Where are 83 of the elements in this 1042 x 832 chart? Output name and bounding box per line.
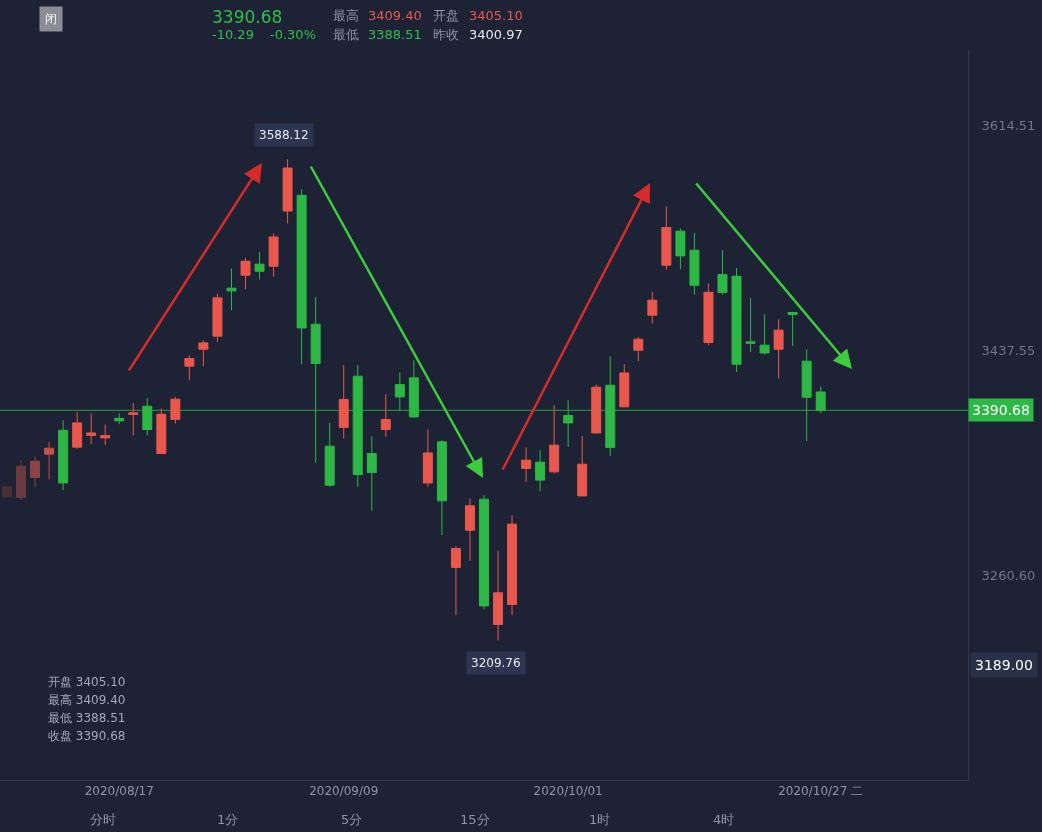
candlestick bbox=[591, 383, 602, 434]
text: 最高 bbox=[333, 8, 359, 23]
text: 15分 bbox=[460, 812, 490, 827]
text: 1时 bbox=[589, 812, 611, 827]
candlestick bbox=[212, 293, 223, 343]
annotation: 3209.76 bbox=[471, 656, 521, 670]
candlestick bbox=[661, 205, 672, 271]
annotation: 收盘 3390.68 bbox=[48, 729, 126, 743]
text: 分时 bbox=[90, 812, 116, 827]
candlestick bbox=[633, 336, 644, 362]
candlestick bbox=[717, 249, 728, 296]
x-tick-label: 2020/10/27 二 bbox=[778, 784, 864, 799]
candlestick bbox=[254, 251, 265, 281]
candlestick bbox=[619, 363, 630, 408]
text: -10.29 bbox=[212, 27, 254, 42]
candlestick bbox=[507, 514, 518, 616]
candlestick bbox=[759, 313, 770, 355]
candlestick bbox=[86, 412, 97, 445]
text: 最低 bbox=[333, 27, 359, 42]
candlestick bbox=[689, 232, 700, 296]
annotation: 3588.12 bbox=[259, 128, 309, 142]
candlestick bbox=[703, 283, 714, 346]
candlestick bbox=[521, 446, 532, 483]
text: 闭 bbox=[45, 12, 57, 26]
candlestick bbox=[493, 550, 504, 641]
text: 3409.40 bbox=[368, 8, 422, 23]
text: 4时 bbox=[713, 812, 735, 827]
candlestick bbox=[479, 494, 489, 610]
annotation: 最低 3388.51 bbox=[48, 711, 126, 725]
candlestick bbox=[16, 459, 27, 501]
y-tick-label: 3260.60 bbox=[981, 568, 1036, 584]
text: 3390.68 bbox=[212, 7, 283, 27]
candlestick bbox=[324, 422, 335, 488]
candlestick bbox=[184, 354, 195, 381]
candlestick bbox=[226, 267, 237, 311]
candlestick bbox=[380, 393, 391, 438]
candlestick bbox=[240, 257, 251, 290]
candlestick bbox=[647, 291, 658, 325]
text: 3405.10 bbox=[469, 8, 523, 23]
candlestick bbox=[128, 402, 139, 436]
text: 3400.97 bbox=[469, 27, 523, 42]
candlestick bbox=[787, 311, 798, 347]
x-tick-label: 2020/08/17 bbox=[84, 784, 154, 799]
candlestick bbox=[114, 412, 125, 425]
x-tick-label: 2020/09/09 bbox=[309, 784, 379, 799]
candlestick bbox=[338, 364, 349, 439]
candlestick bbox=[745, 297, 756, 353]
candlestick bbox=[366, 435, 377, 512]
candlestick bbox=[464, 497, 475, 562]
text: 1分 bbox=[217, 812, 239, 827]
candlestick bbox=[156, 408, 167, 455]
annotation: 开盘 3405.10 bbox=[48, 675, 126, 689]
candlestick bbox=[282, 158, 293, 225]
candlestick bbox=[58, 419, 69, 491]
candlestick bbox=[535, 449, 546, 492]
candlestick bbox=[773, 318, 784, 379]
candlestick bbox=[436, 439, 447, 536]
candlestick bbox=[450, 545, 461, 616]
candlestick bbox=[44, 441, 55, 480]
text: 开盘 bbox=[433, 8, 459, 23]
candlestick bbox=[170, 396, 181, 425]
candlestick bbox=[549, 404, 560, 474]
y-tick-label: 3437.55 bbox=[981, 343, 1036, 359]
candlestick bbox=[577, 435, 588, 497]
candlestick bbox=[731, 267, 742, 373]
text: -0.30% bbox=[270, 27, 316, 42]
candlestick bbox=[72, 411, 83, 449]
text: 5分 bbox=[341, 812, 363, 827]
text: 3189.00 bbox=[975, 657, 1033, 673]
candlestick bbox=[2, 486, 12, 498]
text: 昨收 bbox=[433, 27, 459, 42]
x-tick-label: 2020/10/01 bbox=[533, 784, 603, 799]
candlestick bbox=[100, 423, 111, 446]
candlestick bbox=[675, 228, 686, 270]
candlestick bbox=[30, 455, 41, 488]
candlestick bbox=[296, 189, 307, 365]
text: 3388.51 bbox=[368, 27, 422, 42]
annotation: 最高 3409.40 bbox=[48, 693, 126, 707]
y-tick-label: 3614.51 bbox=[981, 118, 1036, 134]
ref-line-label: 3390.68 bbox=[972, 402, 1030, 418]
candlestick bbox=[268, 233, 279, 278]
candlestick bbox=[422, 429, 433, 488]
candlestick bbox=[198, 339, 209, 367]
